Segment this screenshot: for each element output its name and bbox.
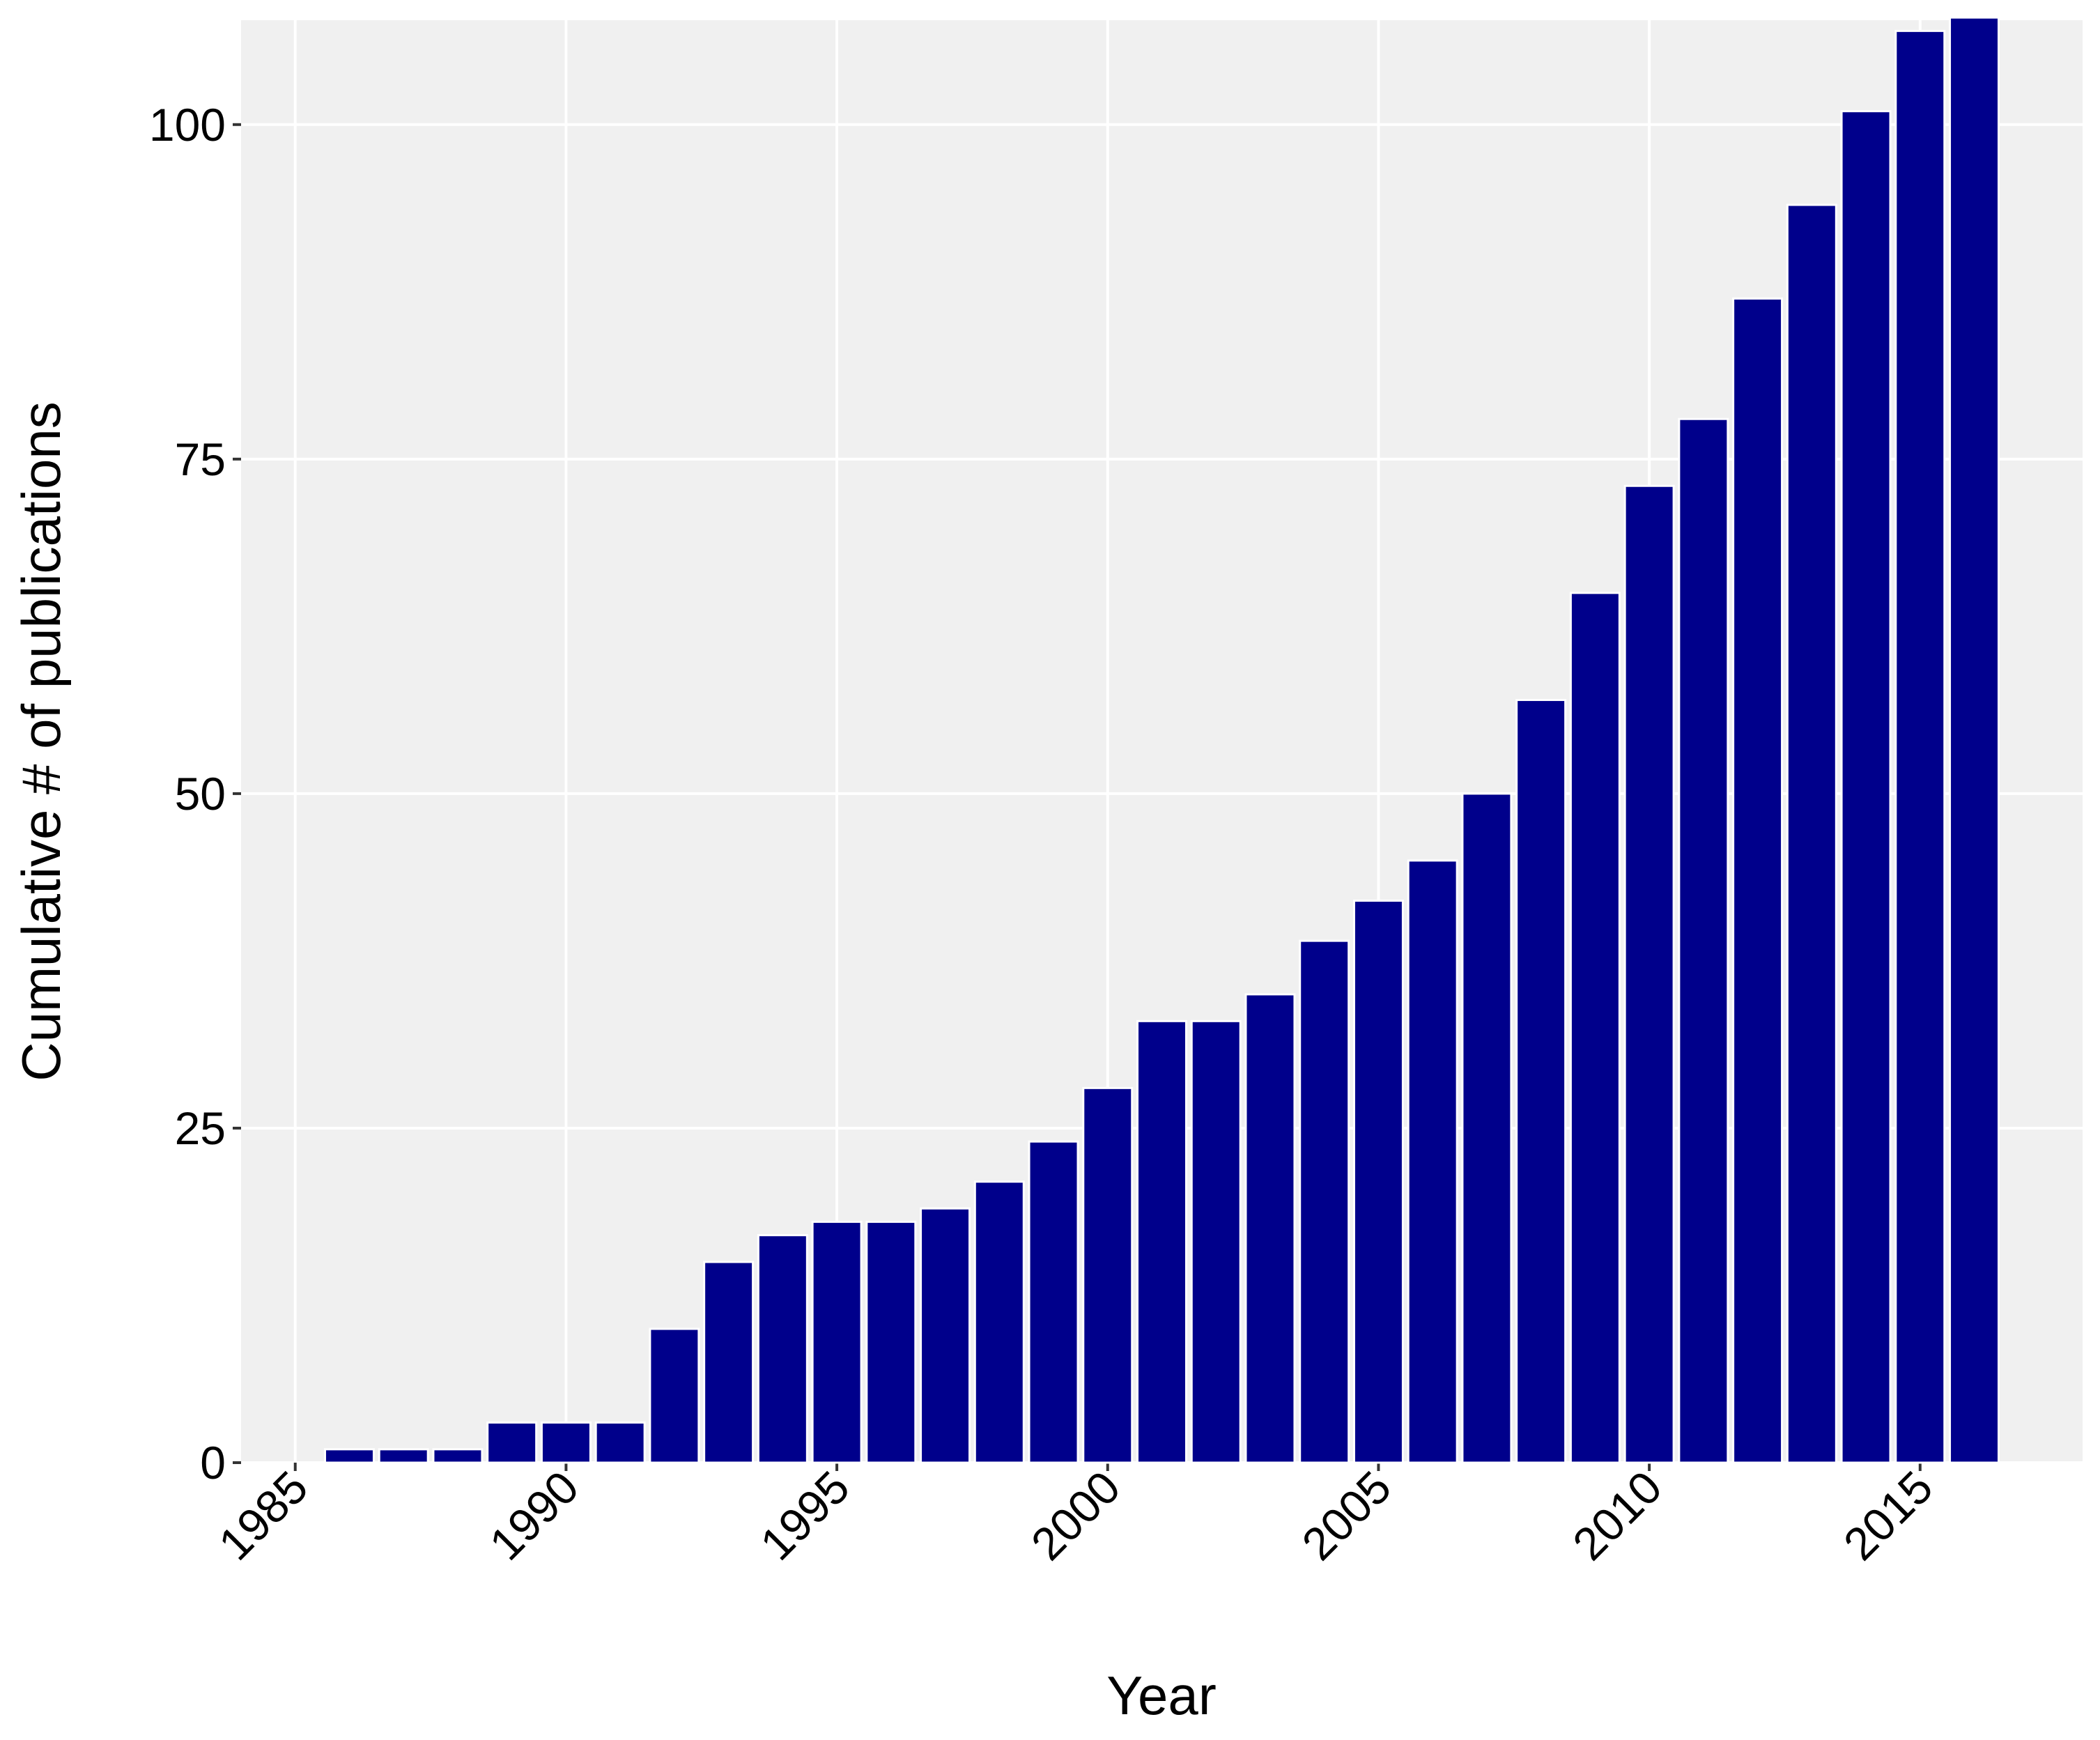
bar (378, 1448, 429, 1464)
bar (1136, 1019, 1187, 1464)
y-axis-title: Cumulative # of publications (10, 401, 72, 1081)
y-tick-label: 100 (149, 99, 226, 151)
y-tick-label: 0 (200, 1437, 226, 1488)
x-axis-title: Year (1106, 1665, 1217, 1726)
x-tick-label: 2005 (1292, 1461, 1400, 1570)
bar (811, 1220, 863, 1464)
bar (1623, 484, 1675, 1464)
x-tick-label: 2010 (1563, 1461, 1671, 1570)
bar (1244, 993, 1296, 1464)
bar (1949, 16, 2000, 1464)
bar (1840, 110, 1892, 1464)
bar (1352, 900, 1404, 1464)
bar (1461, 792, 1513, 1464)
bar (1786, 203, 1837, 1464)
bar (920, 1207, 971, 1464)
bar (323, 1448, 375, 1464)
bar (1082, 1086, 1134, 1464)
x-tick-label: 1990 (479, 1461, 588, 1570)
x-tick-label: 1995 (750, 1461, 859, 1570)
bar (432, 1448, 484, 1464)
bar (649, 1327, 700, 1464)
bar (1407, 859, 1458, 1464)
bar (1732, 297, 1784, 1464)
y-tick-label: 75 (175, 433, 226, 485)
bar (1569, 592, 1621, 1464)
bar (1678, 417, 1729, 1464)
bar (594, 1421, 646, 1464)
bar (757, 1234, 808, 1464)
y-tick-label: 50 (175, 768, 226, 819)
bar (1515, 698, 1567, 1464)
bar (1190, 1019, 1242, 1464)
bar (703, 1261, 755, 1464)
y-tick-label: 25 (175, 1102, 226, 1154)
x-tick-label: 2000 (1021, 1461, 1130, 1570)
bar (1894, 29, 1946, 1464)
bar (973, 1180, 1025, 1464)
bar (865, 1220, 917, 1464)
bar (1299, 939, 1350, 1464)
bar (540, 1421, 592, 1464)
bar (1028, 1140, 1079, 1464)
bar (486, 1421, 538, 1464)
x-tick-label: 2015 (1834, 1461, 1943, 1570)
